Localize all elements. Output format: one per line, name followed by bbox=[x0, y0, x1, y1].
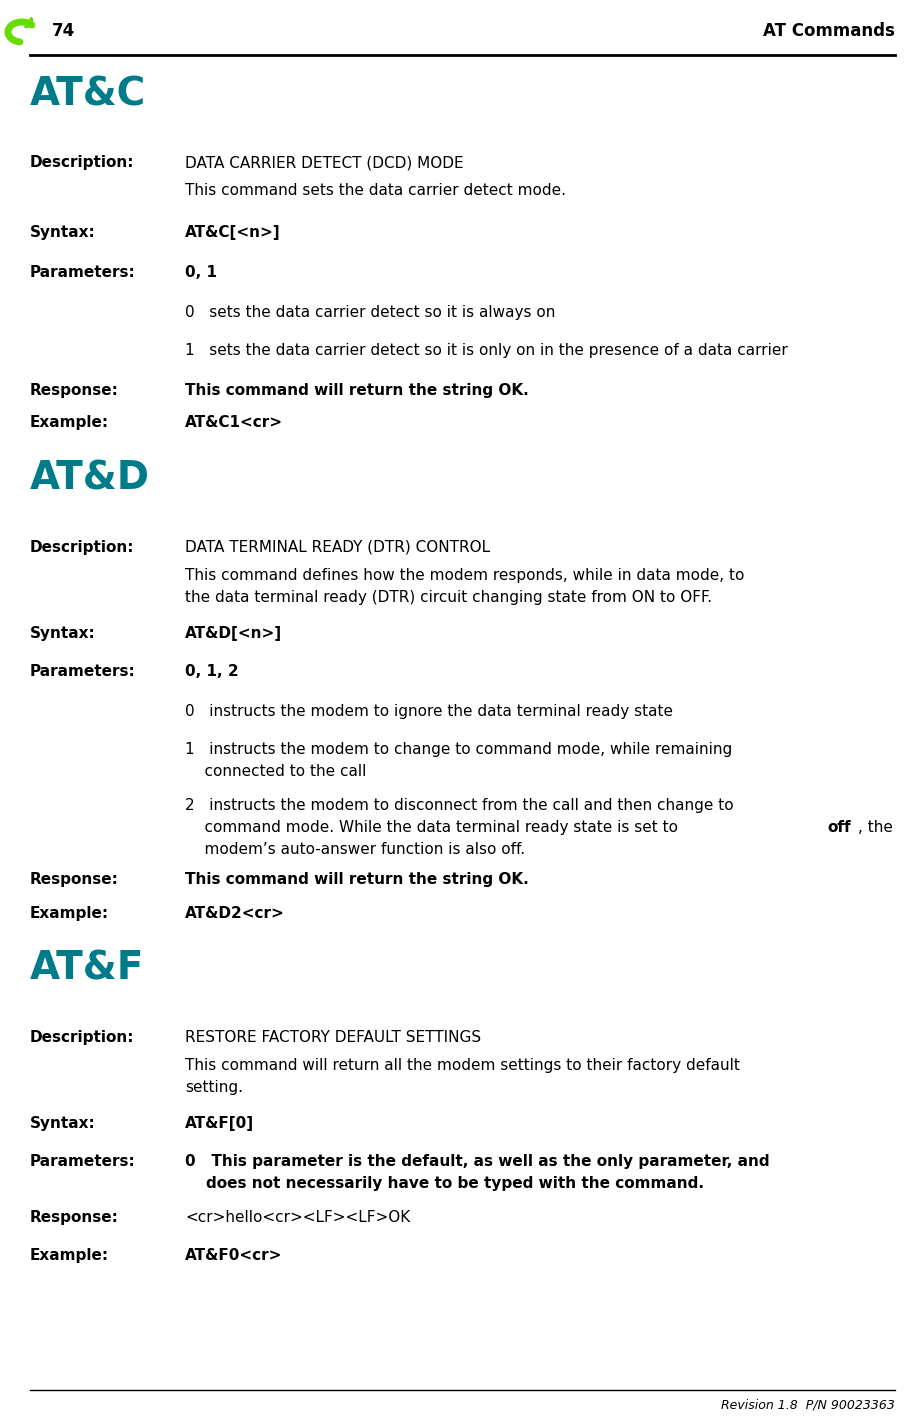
Text: does not necessarily have to be typed with the command.: does not necessarily have to be typed wi… bbox=[185, 1176, 704, 1192]
Text: Example:: Example: bbox=[30, 1248, 109, 1263]
Text: Example:: Example: bbox=[30, 415, 109, 429]
Text: Description:: Description: bbox=[30, 154, 135, 170]
Text: Parameters:: Parameters: bbox=[30, 265, 136, 281]
Text: Syntax:: Syntax: bbox=[30, 1117, 95, 1131]
Text: 74: 74 bbox=[52, 23, 75, 40]
Text: 0, 1: 0, 1 bbox=[185, 265, 217, 281]
Text: 0   sets the data carrier detect so it is always on: 0 sets the data carrier detect so it is … bbox=[185, 305, 556, 320]
Text: 2   instructs the modem to disconnect from the call and then change to: 2 instructs the modem to disconnect from… bbox=[185, 798, 734, 813]
Text: Parameters:: Parameters: bbox=[30, 1153, 136, 1169]
Text: AT&F0<cr>: AT&F0<cr> bbox=[185, 1248, 282, 1263]
Text: 0, 1, 2: 0, 1, 2 bbox=[185, 665, 238, 679]
Text: connected to the call: connected to the call bbox=[185, 764, 367, 779]
Text: AT&C1<cr>: AT&C1<cr> bbox=[185, 415, 283, 429]
Text: the data terminal ready (DTR) circuit changing state from ON to OFF.: the data terminal ready (DTR) circuit ch… bbox=[185, 589, 713, 605]
Text: This command sets the data carrier detect mode.: This command sets the data carrier detec… bbox=[185, 183, 566, 198]
Text: Revision 1.8  P/N 90023363: Revision 1.8 P/N 90023363 bbox=[721, 1399, 895, 1411]
Text: , the: , the bbox=[858, 820, 893, 835]
Text: <cr>hello<cr><LF><LF>OK: <cr>hello<cr><LF><LF>OK bbox=[185, 1210, 410, 1226]
Text: setting.: setting. bbox=[185, 1080, 243, 1095]
Text: DATA TERMINAL READY (DTR) CONTROL: DATA TERMINAL READY (DTR) CONTROL bbox=[185, 540, 490, 555]
Text: AT&C[<n>]: AT&C[<n>] bbox=[185, 225, 281, 239]
Text: AT&C: AT&C bbox=[30, 75, 146, 113]
Text: modem’s auto-answer function is also off.: modem’s auto-answer function is also off… bbox=[185, 842, 525, 857]
Text: Syntax:: Syntax: bbox=[30, 225, 95, 239]
Text: AT&F[0]: AT&F[0] bbox=[185, 1117, 254, 1131]
Text: 1   sets the data carrier detect so it is only on in the presence of a data carr: 1 sets the data carrier detect so it is … bbox=[185, 343, 788, 359]
Text: command mode. While the data terminal ready state is set to: command mode. While the data terminal re… bbox=[185, 820, 683, 835]
Text: This command will return all the modem settings to their factory default: This command will return all the modem s… bbox=[185, 1058, 740, 1073]
Text: AT&D2<cr>: AT&D2<cr> bbox=[185, 905, 285, 921]
Text: 1   instructs the modem to change to command mode, while remaining: 1 instructs the modem to change to comma… bbox=[185, 743, 733, 757]
Text: Description:: Description: bbox=[30, 1030, 135, 1044]
Text: AT&F: AT&F bbox=[30, 949, 144, 988]
Text: off: off bbox=[827, 820, 851, 835]
Text: Example:: Example: bbox=[30, 905, 109, 921]
Text: Response:: Response: bbox=[30, 383, 119, 398]
Text: Response:: Response: bbox=[30, 871, 119, 887]
Text: Description:: Description: bbox=[30, 540, 135, 555]
Text: 0   This parameter is the default, as well as the only parameter, and: 0 This parameter is the default, as well… bbox=[185, 1153, 769, 1169]
Text: This command will return the string OK.: This command will return the string OK. bbox=[185, 383, 529, 398]
Text: Response:: Response: bbox=[30, 1210, 119, 1226]
Text: Parameters:: Parameters: bbox=[30, 665, 136, 679]
Text: This command will return the string OK.: This command will return the string OK. bbox=[185, 871, 529, 887]
Text: This command defines how the modem responds, while in data mode, to: This command defines how the modem respo… bbox=[185, 568, 745, 582]
Text: DATA CARRIER DETECT (DCD) MODE: DATA CARRIER DETECT (DCD) MODE bbox=[185, 154, 464, 170]
Text: AT&D[<n>]: AT&D[<n>] bbox=[185, 626, 282, 640]
Text: RESTORE FACTORY DEFAULT SETTINGS: RESTORE FACTORY DEFAULT SETTINGS bbox=[185, 1030, 481, 1044]
Text: 0   instructs the modem to ignore the data terminal ready state: 0 instructs the modem to ignore the data… bbox=[185, 704, 673, 718]
Text: Syntax:: Syntax: bbox=[30, 626, 95, 640]
Text: AT Commands: AT Commands bbox=[763, 23, 895, 40]
Text: AT&D: AT&D bbox=[30, 461, 150, 497]
